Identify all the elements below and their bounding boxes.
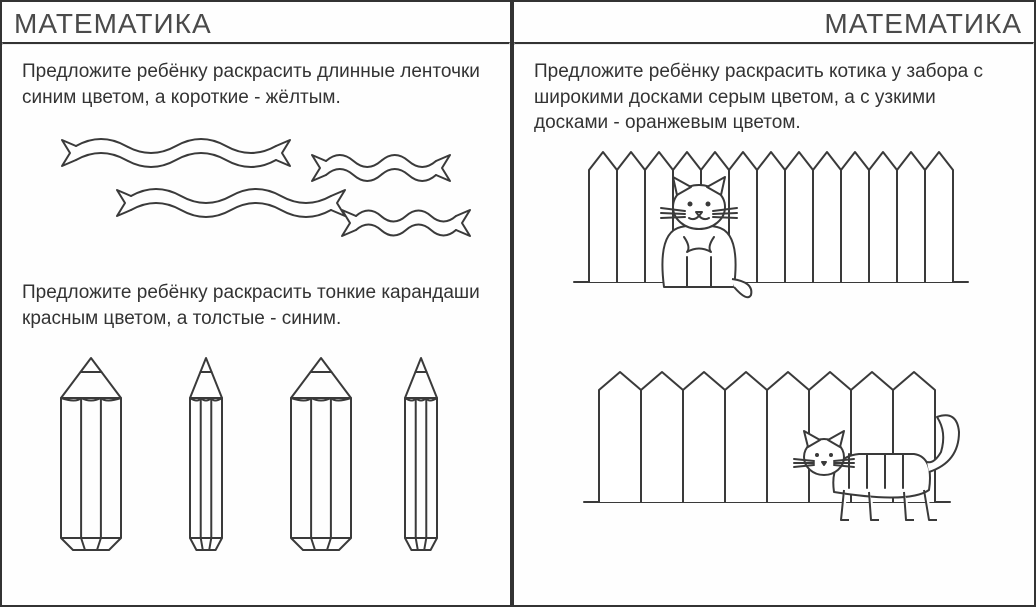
ribbons-svg — [21, 116, 491, 266]
right-header: МАТЕМАТИКА — [514, 2, 1034, 42]
fences-illustration — [514, 142, 1034, 572]
task-cats-text: Предложите ребёнку раскрасить котика у з… — [514, 45, 1034, 142]
left-page: МАТЕМАТИКА Предложите ребёнку раскрасить… — [0, 0, 512, 607]
right-page: МАТЕМАТИКА Предложите ребёнку раскрасить… — [512, 0, 1036, 607]
task-ribbons-text: Предложите ребёнку раскрасить длинные ле… — [2, 45, 510, 116]
left-header: МАТЕМАТИКА — [2, 2, 510, 42]
fences-svg — [529, 142, 1019, 572]
ribbons-illustration — [2, 116, 510, 266]
task-pencils-text: Предложите ребёнку раскрасить тонкие кар… — [2, 266, 510, 337]
pencils-svg — [21, 338, 491, 588]
pencils-illustration — [2, 338, 510, 588]
